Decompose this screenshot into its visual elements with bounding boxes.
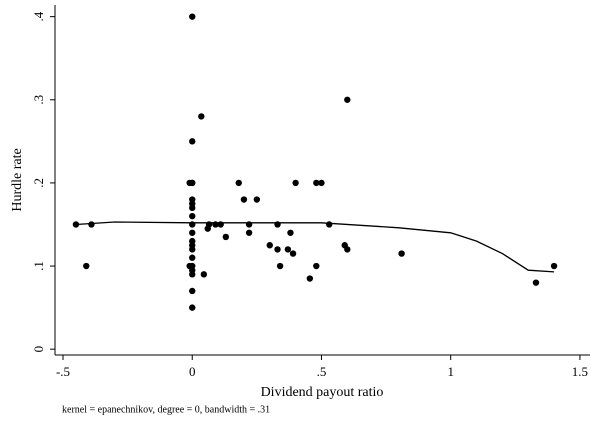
x-tick-label: 1 bbox=[447, 364, 454, 379]
point bbox=[186, 179, 193, 187]
point bbox=[318, 179, 325, 187]
point bbox=[276, 262, 284, 270]
y-tick-label: .1 bbox=[31, 261, 46, 271]
point bbox=[189, 271, 196, 278]
point bbox=[266, 242, 273, 249]
x-tick-label: 0 bbox=[189, 364, 196, 379]
y-tick-label: .4 bbox=[31, 11, 46, 21]
point bbox=[289, 250, 297, 257]
point bbox=[284, 246, 292, 253]
point bbox=[222, 233, 230, 241]
point bbox=[313, 262, 320, 270]
point bbox=[189, 212, 196, 220]
point bbox=[189, 254, 196, 261]
point bbox=[274, 246, 281, 253]
point bbox=[88, 221, 95, 228]
point bbox=[189, 138, 196, 145]
y-tick-label: .2 bbox=[31, 178, 46, 188]
x-tick-label: 1.5 bbox=[572, 364, 588, 379]
point bbox=[292, 179, 299, 187]
point bbox=[235, 179, 242, 187]
point bbox=[287, 229, 294, 236]
note: kernel = epanechnikov, degree = 0, bandw… bbox=[62, 404, 270, 415]
point bbox=[532, 279, 540, 286]
point bbox=[344, 246, 351, 253]
point bbox=[306, 275, 314, 282]
point bbox=[313, 179, 320, 187]
point bbox=[189, 304, 196, 311]
point bbox=[198, 113, 205, 120]
x-axis-title: Dividend payout ratio bbox=[261, 385, 384, 400]
y-tick-label: 0 bbox=[31, 346, 46, 353]
point bbox=[189, 204, 196, 212]
point bbox=[83, 262, 90, 270]
point bbox=[189, 287, 196, 295]
x-tick-label: .5 bbox=[317, 364, 327, 379]
y-tick-label: .3 bbox=[31, 95, 46, 105]
point bbox=[398, 250, 405, 257]
point bbox=[240, 196, 248, 203]
point bbox=[344, 96, 351, 103]
point bbox=[189, 13, 196, 20]
point bbox=[245, 229, 253, 236]
point bbox=[200, 271, 208, 278]
fit-line bbox=[75, 221, 555, 273]
y-axis-title: Hurdle rate bbox=[10, 148, 25, 211]
point bbox=[189, 229, 196, 236]
x-tick-label: -.5 bbox=[56, 364, 70, 379]
point bbox=[189, 246, 196, 253]
point bbox=[186, 262, 193, 270]
point bbox=[326, 221, 333, 228]
point bbox=[253, 196, 261, 203]
point bbox=[550, 262, 558, 270]
